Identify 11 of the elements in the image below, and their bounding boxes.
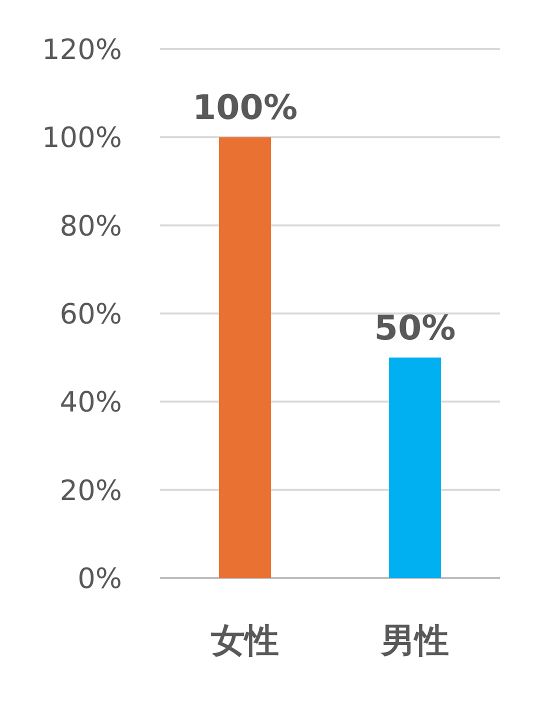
y-tick-label: 40%	[60, 386, 122, 419]
y-tick-label: 120%	[42, 33, 122, 66]
data-label: 100%	[192, 88, 298, 128]
x-tick-label: 女性	[210, 621, 279, 661]
x-tick-label: 男性	[380, 621, 449, 661]
y-tick-label: 80%	[60, 209, 122, 242]
y-tick-label: 0%	[78, 562, 122, 595]
data-label: 50%	[374, 308, 456, 349]
y-tick-label: 100%	[42, 121, 122, 154]
y-tick-label: 60%	[60, 298, 122, 330]
y-tick-label: 20%	[60, 474, 122, 507]
